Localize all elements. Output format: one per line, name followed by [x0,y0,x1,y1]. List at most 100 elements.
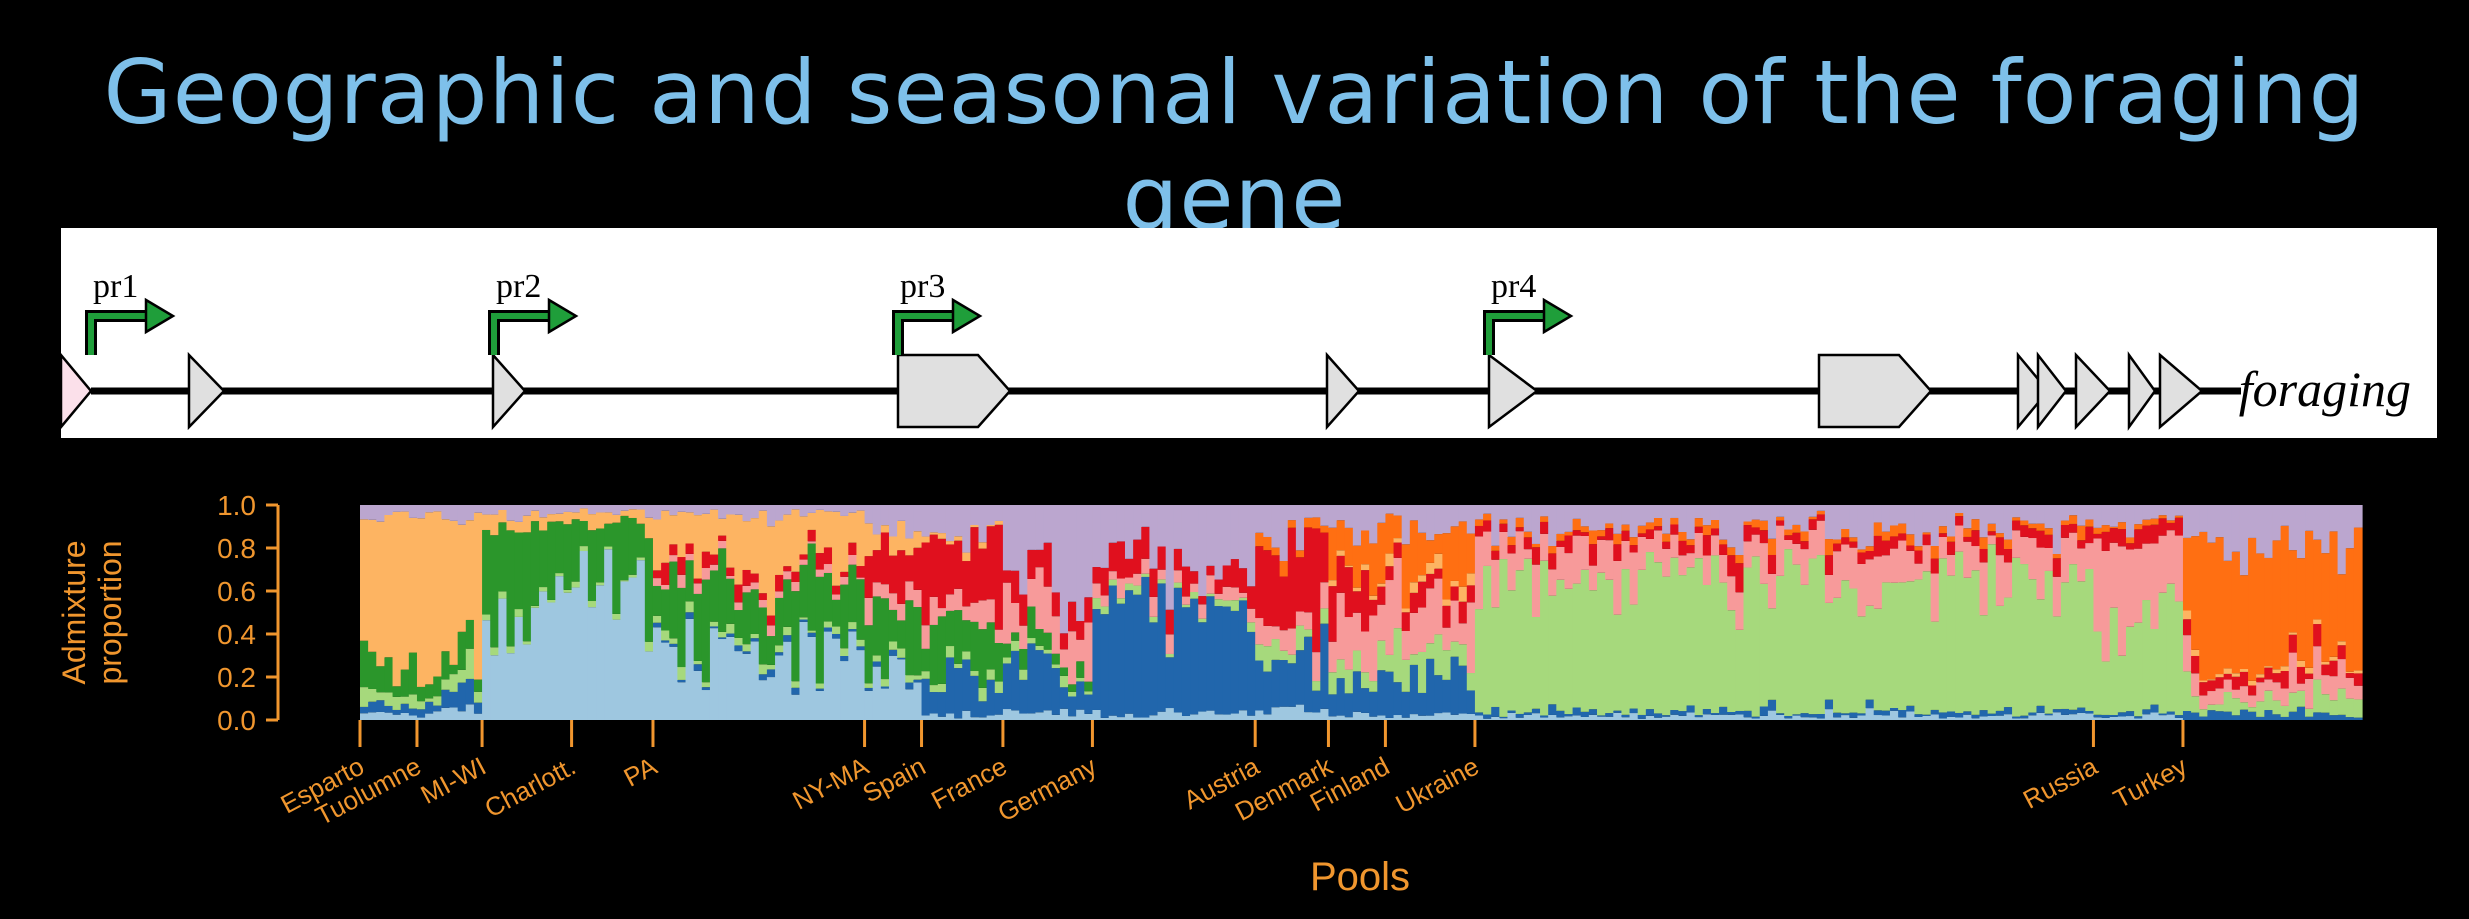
admixture-segment [1059,633,1069,650]
admixture-segment [2101,717,2111,720]
admixture-segment [1580,535,1590,570]
admixture-segment [1222,586,1232,601]
admixture-segment [2182,635,2192,672]
admixture-segment [1076,709,1085,720]
admixture-segment [1987,531,1997,536]
promoter-arrow-head [951,297,983,335]
admixture-segment [1800,713,1810,718]
admixture-segment [498,598,508,720]
admixture-segment [652,615,662,623]
promoter-arrow [88,313,151,355]
admixture-segment [433,511,442,677]
admixture-segment [2020,525,2029,537]
admixture-segment [441,519,451,652]
admixture-segment [1474,712,1484,716]
admixture-segment [1922,545,1932,572]
admixture-segment [921,671,931,679]
admixture-segment [872,582,882,597]
admixture-segment [661,642,670,720]
admixture-segment [669,643,678,647]
admixture-segment [1938,526,1948,534]
admixture-segment [823,621,833,628]
admixture-segment [1759,520,1769,531]
admixture-segment [1361,564,1370,571]
admixture-segment [2248,680,2257,686]
admixture-segment [2142,543,2152,601]
admixture-segment [604,546,613,550]
admixture-segment [1393,542,1403,558]
admixture-segment [1279,660,1289,707]
admixture-segment [2199,680,2208,683]
admixture-segment [2305,708,2314,717]
admixture-segment [1027,505,1037,550]
admixture-segment [1548,546,1557,554]
admixture-segment [1426,588,1435,644]
admixture-segment [2215,505,2225,538]
admixture-segment [1043,632,1053,650]
admixture-segment [506,520,516,531]
admixture-segment [2158,592,2168,714]
admixture-segment [1238,710,1248,720]
admixture-segment [693,660,703,665]
admixture-segment [2077,712,2086,720]
admixture-segment [1019,648,1028,670]
admixture-segment [1523,712,1533,715]
admixture-segment [1653,526,1663,531]
admixture-segment [1849,712,1859,718]
admixture-segment [1035,567,1045,630]
admixture-segment [2028,505,2038,524]
admixture-segment [392,709,402,715]
admixture-segment [1995,605,2005,711]
y-tick-label: 0.6 [217,576,256,607]
admixture-segment [530,505,540,511]
admixture-segment [2256,677,2265,683]
admixture-segment [1979,710,1989,717]
admixture-segment [1092,609,1102,710]
admixture-segment [1987,716,1997,720]
admixture-segment [2272,700,2282,715]
admixture-segment [685,601,695,613]
admixture-segment [2191,505,2200,537]
admixture-segment [1263,671,1273,715]
admixture-segment [1572,707,1582,716]
admixture-segment [2329,656,2339,661]
admixture-segment [1320,708,1330,720]
admixture-segment [709,621,719,627]
admixture-segment [1100,614,1110,718]
admixture-segment [2329,531,2339,657]
admixture-segment [2166,530,2176,584]
admixture-segment [1515,531,1525,571]
admixture-segment [2125,537,2135,544]
admixture-segment [1491,559,1500,608]
admixture-segment [360,505,369,520]
admixture-segment [1841,537,1850,545]
admixture-segment [604,523,613,547]
admixture-segment [832,505,841,512]
admixture-segment [408,517,418,653]
admixture-segment [1442,627,1452,651]
admixture-segment [1792,524,1802,533]
admixture-segment [1352,650,1362,672]
admixture-segment [1361,530,1370,565]
admixture-segment [791,694,801,720]
admixture-segment [766,505,776,527]
admixture-segment [1816,714,1826,719]
admixture-segment [937,608,947,617]
admixture-segment [1694,532,1704,559]
admixture-segment [2191,712,2200,720]
admixture-segment [1035,650,1045,713]
admixture-segment [872,505,882,535]
admixture-segment [954,588,963,611]
admixture-segment [1865,559,1875,606]
admixture-segment [2191,696,2200,713]
admixture-segment [376,505,386,522]
admixture-segment [1181,596,1191,605]
admixture-segment [1759,583,1769,707]
admixture-segment [1849,505,1859,538]
admixture-segment [2337,714,2347,720]
admixture-segment [2191,673,2200,697]
admixture-segment [840,584,849,649]
admixture-segment [1946,536,1956,542]
admixture-segment [563,511,573,525]
